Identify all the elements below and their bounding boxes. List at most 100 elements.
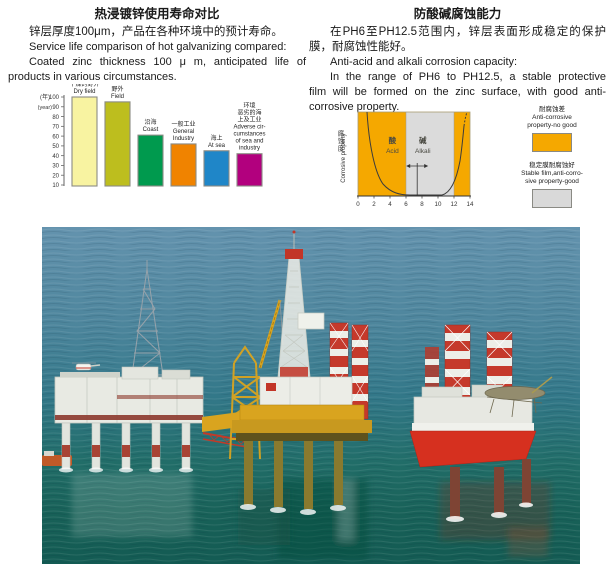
bar-label: Field <box>111 94 124 100</box>
bar-label: 上及工业 <box>237 116 261 124</box>
bar-y-tick-label: 100 <box>49 95 60 101</box>
ph-x-tick-label: 4 <box>388 201 392 208</box>
bar-1 <box>104 101 131 187</box>
bar-4 <box>203 150 230 187</box>
crane-arm <box>531 376 553 394</box>
right-paragraph-line: 膜，耐腐蚀性能好。 <box>309 41 413 53</box>
bar-label: Industry <box>173 136 194 142</box>
ph-region-label-en: Acid <box>386 148 399 155</box>
deck-level <box>239 404 365 421</box>
bar-label: 海上 <box>210 134 222 142</box>
bar-y-tick-label: 30 <box>52 164 59 170</box>
ph-region-label-cn: 碱 <box>419 135 427 145</box>
deck-level <box>232 420 372 433</box>
ph-legend-item-0: 耐腐蚀差 Anti-corrosive property-no good <box>497 106 607 152</box>
corrosion-curve-dashed <box>463 111 468 127</box>
left-paragraph-line: Service life comparison of hot galvanizi… <box>29 41 287 53</box>
bar-label: Coast <box>143 127 159 133</box>
bar-label: General <box>173 129 194 135</box>
ph-x-tick-label: 0 <box>356 201 360 208</box>
bar-y-tick-label: 10 <box>52 183 59 189</box>
bar-label: 沿海 <box>144 118 156 126</box>
ph-legend-item-1: 稳定膜耐腐蚀好 Stable film,anti-corro-sive prope… <box>497 162 607 208</box>
left-paragraph-line: 锌层厚度100μm，产品在各种环境中的预计寿命。 <box>29 26 283 38</box>
bar-5 <box>236 153 263 187</box>
right-paragraph-line: 在PH6至PH12.5范围内，锌层表面形成稳定的保护 <box>330 26 606 38</box>
legend-text: 稳定膜耐腐蚀好 <box>529 162 575 169</box>
right-platform <box>409 324 553 522</box>
helicopter-icon <box>72 362 101 371</box>
bar-label: industry <box>239 146 260 152</box>
ph-x-tick-label: 8 <box>420 201 424 208</box>
bar-2 <box>137 134 164 187</box>
waterline-splash <box>446 502 533 522</box>
center-platform <box>202 230 372 515</box>
bar-label: 干燥的野外 <box>69 84 99 88</box>
legend-text: property-no good <box>527 122 577 129</box>
arrow-right-icon <box>424 164 429 168</box>
ph-x-tick-label: 2 <box>372 201 376 208</box>
service-life-bar-chart: 10 20 30 40 50 60 70 80 90 100 (年) (year) 干燥的野外 Dry f… <box>30 80 305 224</box>
legend-text: Anti-corrosive <box>532 114 572 121</box>
right-section-title: 防酸碱腐蚀能力 <box>413 7 502 21</box>
ph-corrosion-chart: 腐蚀度 Corrosive property 酸 Acid 碱 Alkali 0 2 4 6 8… <box>330 103 500 223</box>
bar-0 <box>71 96 98 187</box>
banded-tower <box>351 324 369 420</box>
corrosion-curve <box>366 111 465 196</box>
ph-x-tick-label: 6 <box>404 201 408 208</box>
bar-label: 野外 <box>111 85 123 93</box>
ph-ylabel-cn: 腐蚀度 <box>336 130 343 153</box>
ph-region <box>454 112 470 196</box>
helideck <box>60 372 120 377</box>
ph-region-label-cn: 酸 <box>389 135 397 145</box>
offshore-platforms-photo <box>42 227 580 564</box>
waterline-splash <box>240 504 346 515</box>
bar-label: cumstances <box>233 132 265 138</box>
photo-scene <box>42 227 580 564</box>
arrow-left-icon <box>406 164 411 168</box>
ph-x-tick-label: 10 <box>435 201 442 208</box>
platform-legs <box>450 459 531 519</box>
right-paragraph-line: Anti-acid and alkali corrosion capacity: <box>330 56 518 68</box>
legend-text: Stable film,anti-corro- <box>521 170 583 177</box>
left-paragraph-line: Coated zinc thickness 100 μ m, anticipat… <box>29 56 306 68</box>
bar-3 <box>170 143 197 187</box>
ph-x-tick-label: 14 <box>467 201 474 208</box>
legend-text: 耐腐蚀差 <box>539 106 565 113</box>
section-service-life: 热浸镀锌使用寿命对比 锌层厚度100μm，产品在各种环境中的预计寿命。 Serv… <box>8 3 306 85</box>
bar-y-tick-label: 20 <box>52 173 59 179</box>
bar-label: of sea and <box>235 139 263 145</box>
left-paragraph-line: products in various circumstances. <box>8 71 177 83</box>
bar-label: 一般工业 <box>171 120 195 128</box>
left-section-title: 热浸镀锌使用寿命对比 <box>94 7 220 21</box>
bar-label: 环境 <box>243 102 255 110</box>
section-corrosion: 防酸碱腐蚀能力 在PH6至PH12.5范围内，锌层表面形成稳定的保护 膜，耐腐蚀… <box>309 3 606 115</box>
legend-text: sive property-good <box>525 178 579 185</box>
ph-x-tick-label: 12 <box>451 201 458 208</box>
under-deck <box>236 433 368 441</box>
bar-y-unit-cn: (年) <box>40 93 50 101</box>
right-paragraph-line: corrosive property. <box>309 101 400 113</box>
topsides-block <box>413 396 533 426</box>
bar-y-tick-label: 70 <box>52 125 59 131</box>
bar-y-tick-label: 80 <box>52 115 59 121</box>
bar-y-unit-en: (year) <box>38 105 53 111</box>
bar-y-tick-label: 60 <box>52 134 59 140</box>
bar-label: 恶劣的海 <box>237 109 261 117</box>
left-platform <box>54 260 204 473</box>
right-paragraph-line: film will be formed on the zinc surface,… <box>309 86 606 98</box>
side-deck <box>202 412 240 432</box>
waterline-splash <box>59 467 193 473</box>
ph-region <box>406 112 454 196</box>
bar-label: At sea <box>208 143 226 149</box>
bar-y-tick-label: 40 <box>52 154 59 160</box>
bar-y-tick-label: 90 <box>52 105 59 111</box>
bar-y-tick-label: 50 <box>52 144 59 150</box>
legend-swatch <box>532 189 572 208</box>
water-reflections <box>72 473 550 559</box>
bar-label: Dry field <box>73 89 95 95</box>
bar-label: Adverse cir- <box>233 125 265 131</box>
platform-legs <box>244 441 343 509</box>
ph-region-label-en: Alkali <box>415 148 431 155</box>
